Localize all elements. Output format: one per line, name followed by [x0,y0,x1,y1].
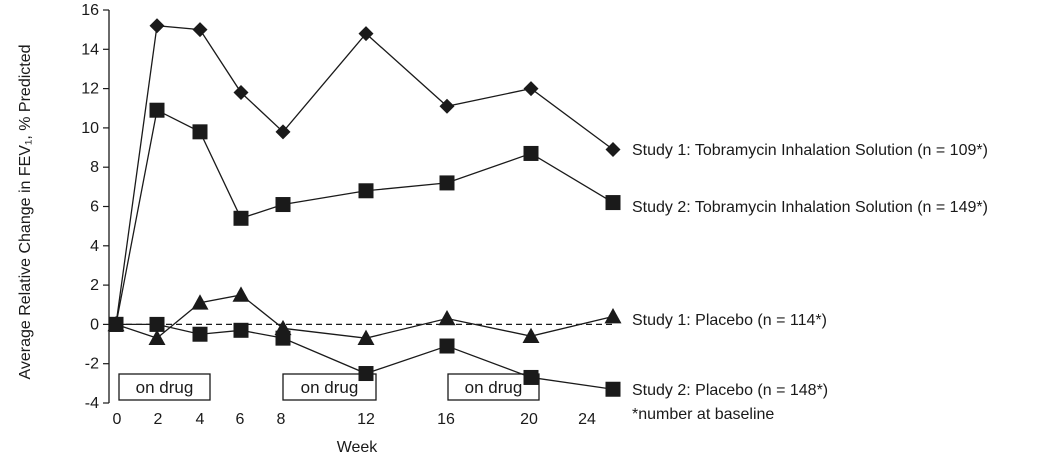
square-marker [275,197,291,213]
triangle-marker [148,329,166,345]
y-tick-label: 6 [90,199,99,216]
square-marker [523,145,539,161]
square-marker [192,326,208,342]
diamond-marker [233,85,249,101]
diamond-marker [149,18,165,34]
x-tick-label: 4 [196,411,205,428]
triangle-marker [232,286,250,302]
legend-label: Study 1: Tobramycin Inhalation Solution … [632,142,988,159]
x-tick-label: 8 [277,411,286,428]
legend-label: Study 2: Tobramycin Inhalation Solution … [632,199,988,216]
x-tick-label: 2 [154,411,163,428]
diamond-marker [192,22,208,38]
series-2 [108,102,621,332]
series-1 [108,18,621,332]
series-3 [107,286,622,345]
square-marker [439,338,455,354]
y-tick-label: -2 [85,356,99,373]
square-marker [108,316,124,332]
square-marker [233,210,249,226]
series-group [107,18,622,397]
series-line [115,109,614,325]
square-marker [149,316,165,332]
on-drug-label: on drug [136,378,194,397]
square-marker [358,366,374,382]
y-tick-label: 14 [81,41,99,58]
x-tick-label: 24 [578,411,596,428]
on-drug-box [118,373,211,401]
y-axis-title: Average Relative Change in FEV₁, % Predi… [17,44,34,379]
x-tick-label: 12 [357,411,375,428]
y-tick-label: 8 [90,159,99,176]
series-4 [108,316,621,397]
diamond-marker [275,124,291,140]
square-marker [605,195,621,211]
x-tick-label: 0 [113,411,122,428]
legend: Study 1: Tobramycin Inhalation Solution … [632,142,988,399]
y-tick-label: 16 [81,2,99,19]
triangle-marker [438,310,456,326]
triangle-marker [604,308,622,324]
on-drug-annotations: on drug on drug on drug [118,373,540,401]
square-marker [439,175,455,191]
diamond-marker [358,26,374,42]
legend-label: Study 1: Placebo (n = 114*) [632,312,827,329]
diamond-marker [439,98,455,114]
square-marker [523,369,539,385]
footnote: *number at baseline [632,406,774,423]
y-tick-label: 12 [81,81,99,98]
on-drug-label: on drug [465,378,523,397]
triangle-marker [522,327,540,343]
on-drug-label: on drug [301,378,359,397]
x-axis-title: Week [337,439,379,456]
square-marker [605,381,621,397]
x-tick-label: 20 [520,411,538,428]
diamond-marker [523,81,539,97]
square-marker [233,322,249,338]
y-tick-label: 4 [90,238,99,255]
y-tick-label: 0 [90,316,99,333]
triangle-marker [191,294,209,310]
square-marker [192,124,208,140]
triangle-marker [357,329,375,345]
legend-label: Study 2: Placebo (n = 148*) [632,382,828,399]
y-tick-label: -4 [85,395,99,412]
x-tick-label: 16 [437,411,455,428]
square-marker [149,102,165,118]
diamond-marker [605,142,621,158]
y-tick-label: 10 [81,120,99,137]
square-marker [358,183,374,199]
x-tick-label: 6 [236,411,245,428]
y-tick-label: 2 [90,277,99,294]
square-marker [275,330,291,346]
series-line [115,25,614,325]
